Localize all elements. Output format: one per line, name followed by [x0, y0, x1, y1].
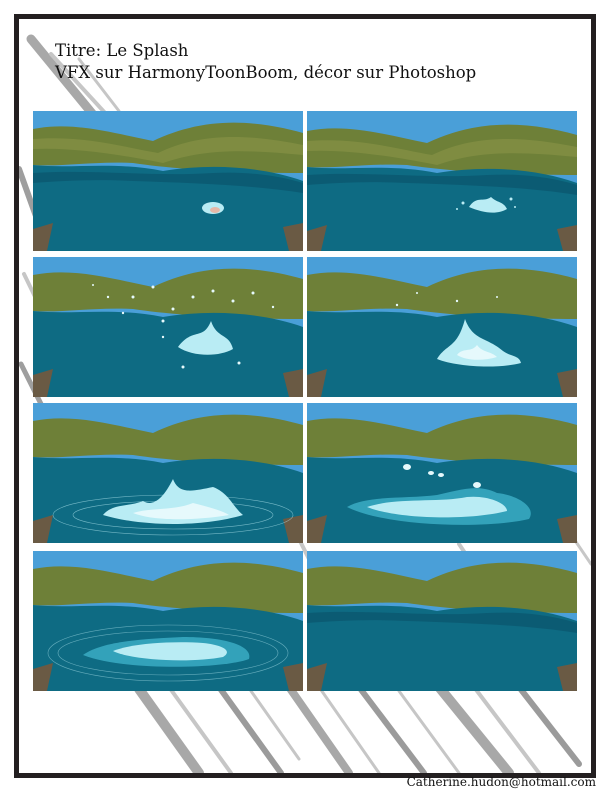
panel-7: [33, 551, 303, 691]
background-streaks: [19, 34, 591, 773]
panel-1: [33, 111, 303, 251]
title-line: Titre: Le Splash: [55, 41, 189, 60]
page-title: Titre: Le Splash VFX sur HarmonyToonBoom…: [55, 40, 476, 84]
panel-3: [33, 257, 303, 397]
subtitle-line: VFX sur HarmonyToonBoom, décor sur Photo…: [55, 63, 477, 82]
panel-5: [33, 403, 303, 543]
panel-6: [307, 403, 577, 543]
page-frame: Titre: Le Splash VFX sur HarmonyToonBoom…: [14, 14, 596, 778]
panel-4: [307, 257, 577, 397]
author-email: Catherine.hudon@hotmail.com: [406, 775, 596, 789]
panel-8: [307, 551, 577, 691]
panel-2: [307, 111, 577, 251]
